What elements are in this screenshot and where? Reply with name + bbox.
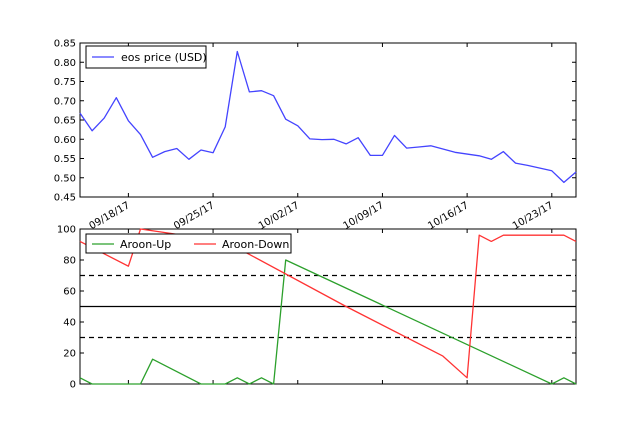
aroon-y-tick-label: 40: [63, 318, 76, 329]
aroon-panel: 0 20 40 60 80 100 Aroon-Up Aroon-Down: [57, 225, 577, 391]
price-plot-frame: [79, 42, 577, 198]
aroon-y-axis: 0 20 40 60 80 100: [57, 225, 576, 391]
price-series-lines: [79, 50, 577, 184]
price-y-tick-label: 0.85: [54, 39, 76, 50]
price-y-tick-label: 0.50: [54, 173, 76, 184]
price-y-tick-label: 0.60: [54, 135, 76, 146]
price-y-tick-label: 0.80: [54, 58, 76, 69]
aroon-y-tick-label: 60: [63, 287, 76, 298]
price-y-tick-label: 0.75: [54, 77, 76, 88]
price-y-tick-label: 0.70: [54, 96, 76, 107]
price-y-tick-label: 0.45: [54, 193, 76, 204]
price-y-tick-label: 0.55: [54, 154, 76, 165]
series-line-eos-price-usd: [79, 50, 577, 184]
series-line-aroon-up: [79, 259, 577, 385]
legend-label-eos-price: eos price (USD): [121, 51, 207, 64]
aroon-y-tick-label: 100: [57, 225, 76, 236]
aroon-y-tick-label: 20: [63, 349, 76, 360]
aroon-y-tick-label: 80: [63, 256, 76, 267]
aroon-y-tick-label: 0: [70, 380, 76, 391]
price-legend-box: [85, 45, 207, 69]
price-y-axis: 0.45 0.50 0.55 0.60 0.65 0.70 0.75 0.80 0.85: [54, 39, 576, 204]
legend-label-aroon-down: Aroon-Down: [222, 238, 289, 251]
legend-label-aroon-up: Aroon-Up: [120, 238, 171, 251]
aroon-legend: Aroon-Up Aroon-Down: [85, 233, 292, 254]
aroon-reference-lines: [80, 274, 576, 339]
aroon-legend-box: [85, 233, 292, 254]
price-legend: eos price (USD): [85, 45, 207, 69]
price-y-tick-label: 0.65: [54, 116, 76, 127]
